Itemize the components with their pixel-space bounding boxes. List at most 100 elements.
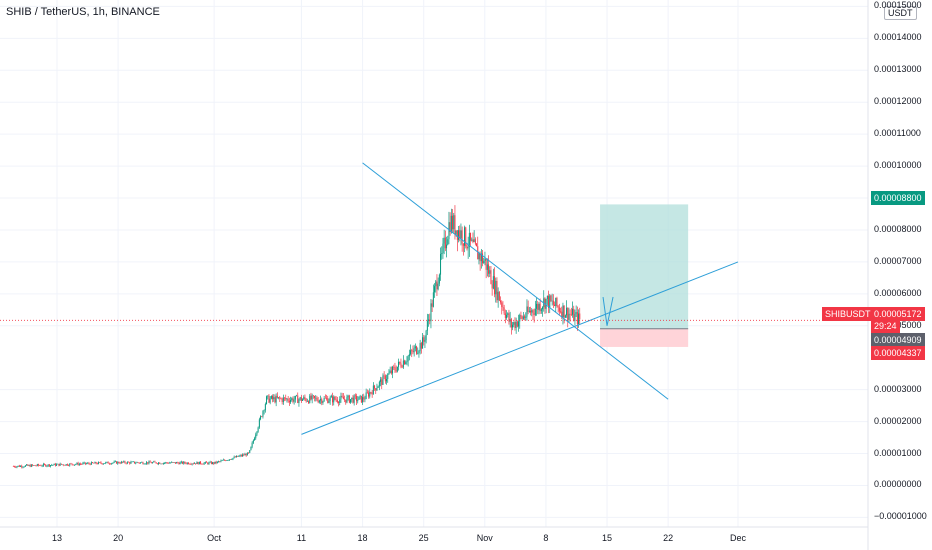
loss-zone[interactable]: [600, 328, 689, 347]
candle-body: [426, 320, 428, 331]
candle-body: [416, 346, 418, 354]
projection-arrow[interactable]: [602, 296, 614, 326]
candle-body: [567, 307, 569, 320]
candle-body: [224, 459, 226, 461]
candle-body: [317, 400, 319, 403]
candle-body: [33, 465, 35, 466]
candle-body: [168, 462, 170, 464]
candle-body: [401, 366, 403, 368]
candle-body: [158, 462, 160, 464]
candle-body: [268, 395, 270, 403]
candle-body: [221, 460, 223, 462]
candle-body: [244, 454, 246, 456]
candle-body: [154, 461, 156, 463]
time-tick-label: 11: [296, 533, 307, 543]
candle-body: [492, 276, 494, 289]
candle-body: [201, 463, 203, 465]
candle-body: [186, 462, 188, 464]
candle-body: [282, 397, 284, 403]
candle-body: [573, 308, 575, 321]
candle-body: [198, 461, 200, 465]
candle-body: [64, 465, 66, 466]
trendline-upper[interactable]: [362, 162, 669, 400]
candle-body: [324, 398, 326, 399]
candle-body: [208, 462, 210, 465]
candle-body: [360, 395, 362, 403]
candle-body: [419, 343, 421, 352]
candle-body: [540, 309, 542, 312]
candle-body: [400, 363, 402, 367]
candle-body: [464, 227, 466, 246]
candle-body: [425, 330, 427, 341]
profit-zone[interactable]: [600, 204, 689, 329]
candle-body: [63, 464, 65, 466]
candle-body: [281, 398, 283, 403]
candle-body: [246, 452, 248, 456]
candle-body: [530, 310, 532, 313]
candle-body: [494, 276, 496, 295]
candle-body: [489, 270, 491, 274]
currency-label[interactable]: USDT: [884, 6, 917, 20]
candle-body: [213, 462, 215, 464]
candle-body: [506, 314, 508, 318]
candle-body: [423, 337, 425, 342]
candle-body: [256, 431, 258, 435]
candle-body: [66, 464, 68, 466]
candle-body: [250, 446, 252, 451]
candle-body: [550, 295, 552, 301]
candle-body: [570, 314, 572, 315]
candle-body: [177, 462, 179, 463]
candle-body: [126, 461, 128, 464]
grid-lines: [0, 0, 868, 527]
candle-body: [38, 464, 40, 466]
candle-body: [356, 396, 358, 402]
trendlines[interactable]: [0, 162, 868, 435]
candle-body: [143, 463, 145, 465]
candle-body: [100, 462, 102, 464]
candle-body: [120, 461, 122, 464]
candle-body: [378, 381, 380, 387]
candle-body: [482, 253, 484, 264]
candle-body: [41, 465, 43, 467]
candle-body: [134, 461, 136, 464]
candle-body: [101, 463, 103, 465]
candle-body: [257, 427, 259, 432]
candle-body: [129, 462, 131, 464]
candle-body: [68, 465, 70, 466]
candle-body: [60, 463, 62, 465]
candle-body: [392, 366, 394, 374]
candle-body: [486, 264, 488, 270]
candle-body: [292, 398, 294, 402]
candle-body: [82, 463, 84, 465]
candle-body: [220, 460, 222, 462]
trendline-lower[interactable]: [301, 261, 739, 435]
symbol-title[interactable]: SHIB / TetherUS, 1h, BINANCE: [6, 6, 160, 18]
candle-body: [304, 397, 306, 399]
candle-body: [309, 395, 311, 403]
candle-body: [262, 411, 264, 417]
position-zones[interactable]: [600, 204, 689, 347]
candle-body: [522, 316, 524, 319]
candle-body: [533, 313, 535, 315]
candle-body: [365, 392, 367, 399]
candle-body: [273, 397, 275, 400]
candle-body: [342, 396, 344, 400]
candle-body: [21, 465, 23, 468]
candle-body: [465, 227, 467, 247]
candle-body: [467, 246, 469, 249]
candle-body: [222, 459, 224, 461]
candle-body: [260, 416, 262, 420]
candle-body: [75, 464, 77, 465]
candle-body: [29, 465, 31, 467]
candle-body: [36, 464, 38, 466]
candle-body: [184, 461, 186, 464]
candle-body: [274, 397, 276, 403]
candle-body: [518, 321, 520, 327]
candle-body: [374, 385, 376, 389]
candle-body: [364, 398, 366, 400]
candle-body: [27, 464, 29, 466]
candle-body: [371, 392, 373, 395]
candle-body: [366, 392, 368, 394]
candle-body: [22, 466, 24, 468]
